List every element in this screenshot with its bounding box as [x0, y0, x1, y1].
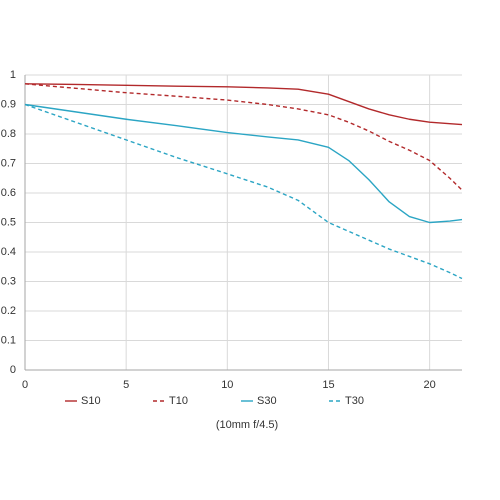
y-tick-label: 0.4	[1, 246, 16, 258]
series-line	[24, 83, 463, 191]
y-tick-label: 0.7	[1, 157, 16, 169]
x-tick-label: 10	[221, 379, 233, 391]
y-tick-label: 0.6	[1, 187, 16, 199]
annotation: (10mm f/4.5)	[216, 419, 278, 431]
y-tick-label: 1	[10, 69, 16, 81]
y-tick-label: 0.8	[1, 128, 16, 140]
series-line	[24, 103, 463, 224]
series-line	[24, 83, 463, 126]
y-tick-label: 0.1	[1, 334, 16, 346]
legend-label: S30	[257, 395, 277, 407]
x-tick-label: 15	[322, 379, 334, 391]
legend-label: S10	[81, 395, 101, 407]
legend-label: T30	[345, 395, 364, 407]
x-tick-label: 0	[22, 379, 28, 391]
x-tick-label: 5	[123, 379, 129, 391]
y-tick-label: 0.5	[1, 216, 16, 228]
legend-label: T10	[169, 395, 188, 407]
y-tick-label: 0	[10, 364, 16, 376]
y-tick-label: 0.2	[1, 305, 16, 317]
y-tick-label: 0.9	[1, 98, 16, 110]
y-tick-label: 0.3	[1, 275, 16, 287]
series-line	[24, 103, 463, 280]
x-tick-label: 20	[424, 379, 436, 391]
